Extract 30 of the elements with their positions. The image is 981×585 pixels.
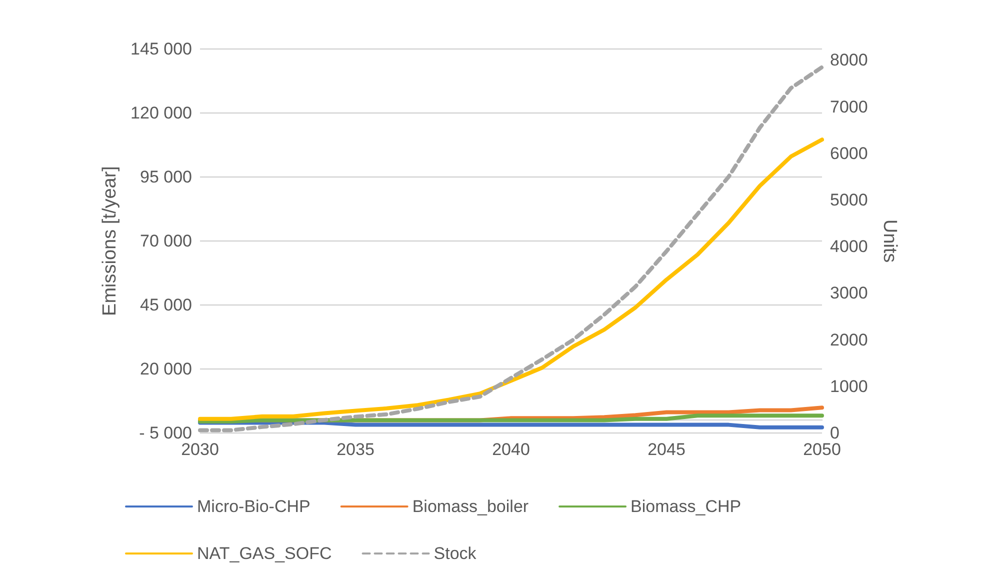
y2-axis-title: Units <box>879 219 900 263</box>
y-tick-label: 145 000 <box>130 40 192 58</box>
y-tick-label: 95 000 <box>140 168 192 186</box>
x-tick-label: 2035 <box>336 440 374 459</box>
y-tick-label: 70 000 <box>140 232 192 250</box>
y-axis-title: Emissions [t/year] <box>100 166 121 316</box>
y2-tick-label: 1000 <box>830 376 868 396</box>
y-tick-label: 20 000 <box>140 360 192 378</box>
line-series <box>198 138 824 421</box>
y-tick-label: - 5 000 <box>139 424 192 442</box>
y2-tick-label: 5000 <box>830 190 868 210</box>
line-series <box>198 65 824 432</box>
x-tick-label: 2050 <box>803 440 841 459</box>
x-tick-label: 2040 <box>492 440 530 459</box>
legend-label: NAT_GAS_SOFC <box>197 544 332 563</box>
legend-label: Micro-Bio-CHP <box>197 497 310 516</box>
x-tick-label: 2030 <box>181 440 219 459</box>
y2-tick-label: 6000 <box>830 144 868 163</box>
y2-tick-label: 0 <box>830 424 840 442</box>
y-tick-label: 45 000 <box>140 296 192 314</box>
y-tick-label: 120 000 <box>130 104 192 122</box>
y2-tick-label: 7000 <box>830 97 868 116</box>
x-tick-label: 2045 <box>648 440 686 459</box>
y2-tick-label: 8000 <box>830 50 868 70</box>
legend-label: Biomass_CHP <box>630 497 742 516</box>
legend-label: Biomass_boiler <box>412 497 529 516</box>
y2-tick-label: 3000 <box>830 284 868 303</box>
y2-tick-label: 4000 <box>830 237 868 256</box>
y2-tick-label: 2000 <box>830 330 868 350</box>
legend-label: Stock <box>434 544 477 563</box>
